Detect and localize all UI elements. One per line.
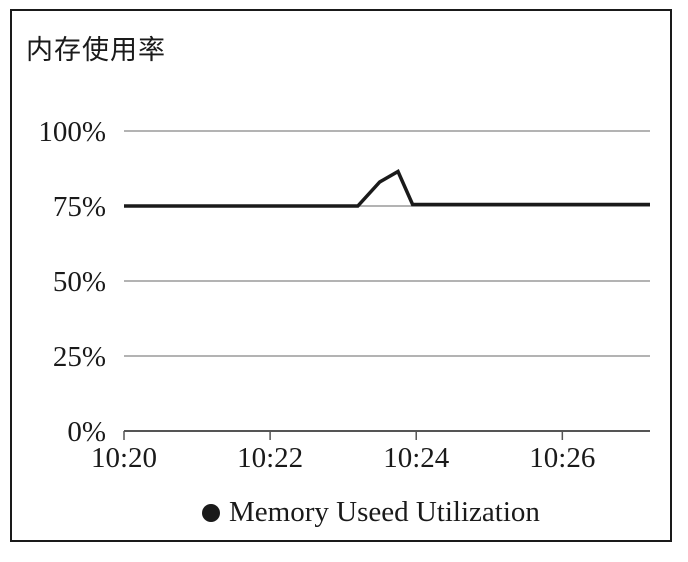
y-tick-label: 100%	[38, 116, 106, 148]
x-tick-label: 10:26	[529, 442, 595, 474]
legend-label: Memory Useed Utilization	[229, 496, 540, 528]
chart-frame	[10, 9, 672, 542]
legend[interactable]: Memory Useed Utilization	[202, 496, 540, 529]
x-tick-label: 10:24	[383, 442, 450, 474]
y-tick-label: 25%	[53, 341, 106, 373]
y-tick-label: 75%	[53, 191, 106, 223]
x-tick-label: 10:22	[237, 442, 303, 474]
x-tick-label: 10:20	[91, 442, 157, 474]
series-line-0[interactable]	[124, 169, 650, 208]
y-tick-label: 50%	[53, 266, 106, 298]
legend-marker	[202, 503, 220, 522]
chart-title: 内存使用率	[26, 35, 166, 66]
y-tick-label: 0%	[67, 416, 106, 448]
